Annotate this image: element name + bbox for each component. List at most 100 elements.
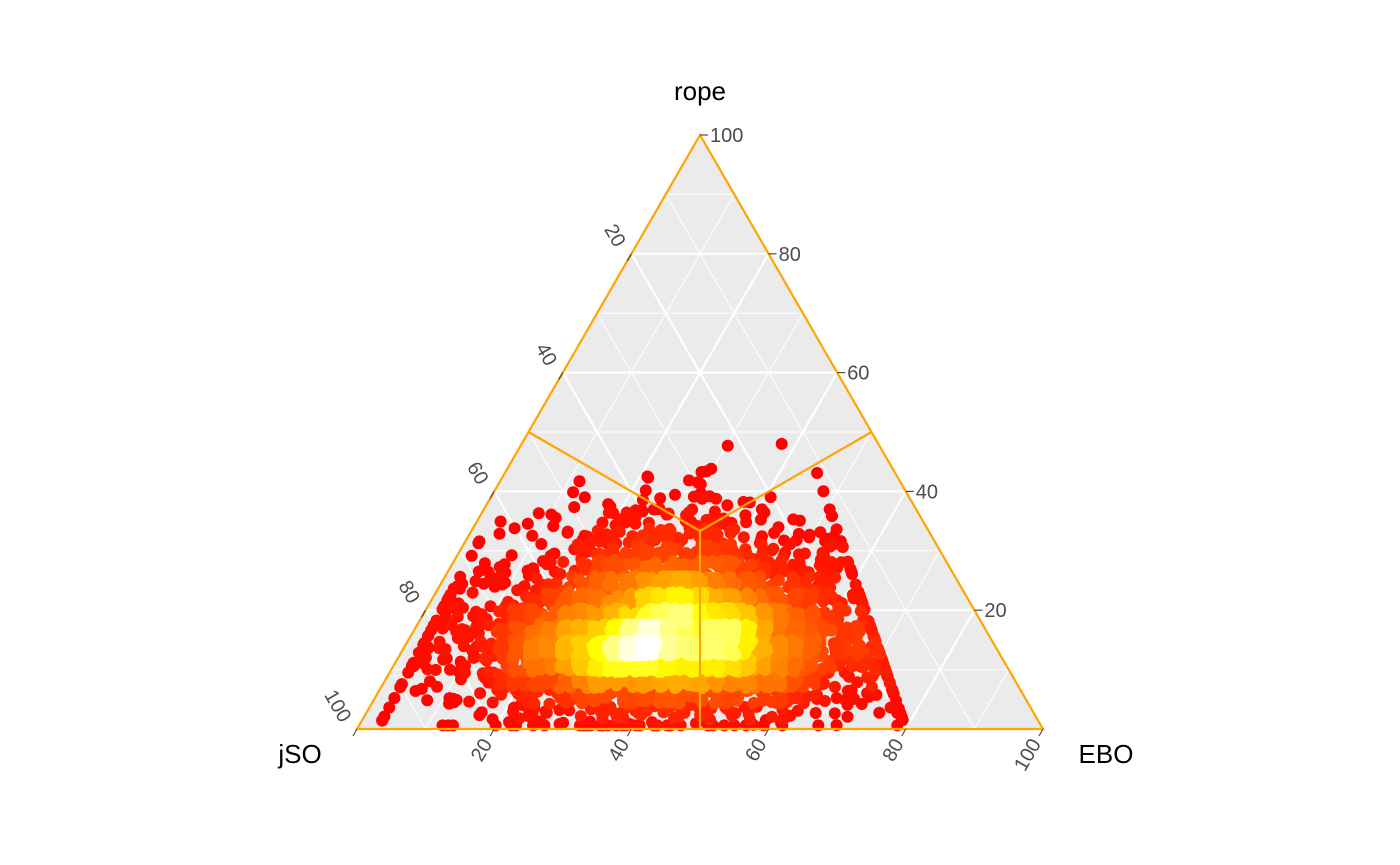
grid-line <box>904 609 976 730</box>
data-point <box>775 554 788 567</box>
data-point <box>591 524 604 537</box>
data-point <box>710 492 723 505</box>
data-point <box>409 685 422 697</box>
data-point <box>825 556 838 568</box>
data-point <box>540 558 553 571</box>
data-point <box>451 580 464 593</box>
data-point <box>573 573 586 586</box>
data-point <box>541 645 554 658</box>
tick-ebo <box>489 728 495 737</box>
grid-line <box>973 669 1010 730</box>
data-point <box>610 710 623 723</box>
data-point <box>542 622 554 635</box>
data-point <box>683 474 695 487</box>
tick-label-rope: 80 <box>779 244 801 266</box>
data-point <box>846 568 859 580</box>
data-point <box>776 593 789 606</box>
tick-label-jso: 80 <box>394 577 424 607</box>
data-point <box>721 439 734 452</box>
data-point <box>764 491 777 504</box>
data-point <box>853 639 866 652</box>
data-point <box>619 516 632 529</box>
data-point <box>383 701 396 714</box>
tick-label-jso: 60 <box>462 458 492 488</box>
data-point <box>681 603 694 616</box>
data-point <box>726 555 739 568</box>
tick-ebo <box>764 728 770 737</box>
data-point <box>445 619 458 632</box>
data-point <box>431 680 443 693</box>
data-points <box>376 437 909 732</box>
data-point <box>575 661 588 674</box>
data-point <box>839 604 852 617</box>
data-point <box>532 507 545 520</box>
data-point <box>775 437 788 450</box>
data-point <box>855 605 868 618</box>
data-point <box>725 663 738 676</box>
data-point <box>417 638 430 651</box>
data-point <box>522 648 535 661</box>
data-point <box>740 516 753 529</box>
data-point <box>592 693 604 706</box>
data-point <box>473 709 486 722</box>
data-point <box>604 700 617 713</box>
data-point <box>660 508 673 521</box>
data-point <box>816 663 829 676</box>
data-point <box>774 697 787 710</box>
data-point <box>593 535 606 548</box>
data-point <box>543 697 556 710</box>
data-point <box>643 693 656 706</box>
data-point <box>620 506 633 519</box>
data-point <box>825 590 838 603</box>
data-point <box>578 491 591 504</box>
data-point <box>506 603 519 616</box>
data-point <box>841 555 854 568</box>
tick-label-rope: 20 <box>984 600 1006 622</box>
data-point <box>530 572 543 585</box>
data-point <box>851 676 864 689</box>
data-point <box>629 557 642 569</box>
data-point <box>494 515 507 528</box>
data-point <box>447 692 460 705</box>
data-point <box>473 535 486 548</box>
data-point <box>459 659 472 672</box>
data-point <box>444 663 456 676</box>
data-point <box>421 694 434 707</box>
tick-label-rope: 40 <box>916 481 938 503</box>
data-point <box>451 632 464 645</box>
data-point <box>623 594 636 607</box>
data-point <box>509 665 522 678</box>
tick-label-ebo: 100 <box>1010 735 1046 775</box>
data-point <box>853 625 866 638</box>
ternary-border <box>355 132 1045 731</box>
data-point <box>710 619 723 632</box>
data-point <box>727 647 740 660</box>
data-point <box>437 643 450 656</box>
data-point <box>673 660 686 673</box>
data-point <box>758 663 771 676</box>
data-point <box>466 586 479 599</box>
data-point <box>378 710 391 723</box>
data-point <box>522 710 535 723</box>
data-point <box>469 575 482 588</box>
data-point <box>474 635 487 648</box>
data-point <box>793 514 806 527</box>
data-point <box>806 593 819 606</box>
data-point <box>802 571 815 583</box>
data-point <box>454 570 467 583</box>
data-point <box>617 696 629 708</box>
tick-jso <box>558 372 564 380</box>
data-point <box>394 681 407 694</box>
data-point <box>737 675 750 688</box>
data-point <box>726 618 739 631</box>
data-point <box>724 525 737 538</box>
data-point <box>743 627 756 640</box>
data-point <box>745 593 758 606</box>
data-point <box>602 579 615 592</box>
data-point <box>522 657 535 670</box>
data-point <box>579 563 592 576</box>
data-point <box>463 695 476 708</box>
data-point <box>808 677 821 690</box>
axis-title-ebo: EBO <box>1079 739 1134 769</box>
data-point <box>480 654 493 667</box>
